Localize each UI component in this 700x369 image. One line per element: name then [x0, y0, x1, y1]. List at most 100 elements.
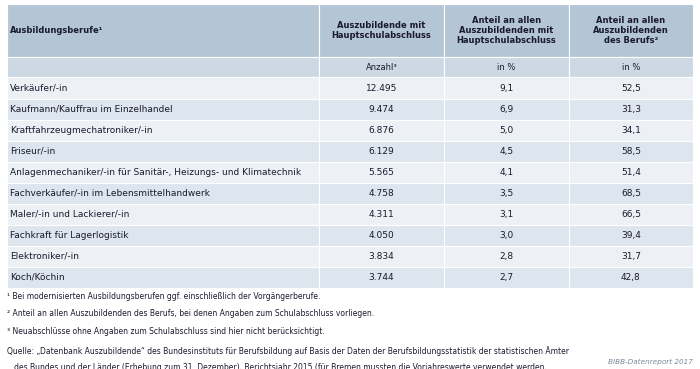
Bar [569, 120, 693, 141]
Text: 66,5: 66,5 [621, 210, 641, 219]
Text: ² Anteil an allen Auszubildenden des Berufs, bei denen Angaben zum Schulabschlus: ² Anteil an allen Auszubildenden des Ber… [7, 309, 374, 318]
Text: ¹ Bei modernisierten Ausbildungsberufen ggf. einschließlich der Vorgängerberufe.: ¹ Bei modernisierten Ausbildungsberufen … [7, 292, 321, 300]
Text: Fachkraft für Lagerlogistik: Fachkraft für Lagerlogistik [10, 231, 128, 240]
Text: 34,1: 34,1 [621, 125, 641, 135]
Text: 6.876: 6.876 [369, 125, 395, 135]
Bar [444, 204, 569, 225]
Bar [569, 204, 693, 225]
Text: 12.495: 12.495 [366, 83, 397, 93]
Bar [444, 57, 569, 77]
Text: Quelle: „Datenbank Auszubildende“ des Bundesinstituts für Berufsbildung auf Basi: Quelle: „Datenbank Auszubildende“ des Bu… [7, 346, 569, 356]
Bar [319, 141, 444, 162]
Bar [444, 77, 569, 99]
Bar [569, 57, 693, 77]
Bar [319, 120, 444, 141]
Bar [319, 57, 444, 77]
Bar [569, 4, 693, 57]
Text: Verkäufer/-in: Verkäufer/-in [10, 83, 68, 93]
Bar [319, 204, 444, 225]
Text: 4,5: 4,5 [499, 146, 514, 156]
Text: 52,5: 52,5 [621, 83, 641, 93]
Text: 3,5: 3,5 [499, 189, 514, 198]
Text: 4,1: 4,1 [499, 168, 514, 177]
Bar [319, 183, 444, 204]
Bar [7, 120, 319, 141]
Text: 3.834: 3.834 [369, 252, 394, 261]
Text: 9.474: 9.474 [369, 104, 394, 114]
Bar [444, 267, 569, 288]
Bar [444, 141, 569, 162]
Text: BIBB-Datenreport 2017: BIBB-Datenreport 2017 [608, 358, 693, 365]
Text: Koch/Köchin: Koch/Köchin [10, 273, 64, 282]
Bar [319, 77, 444, 99]
Bar [7, 267, 319, 288]
Text: 4.050: 4.050 [369, 231, 394, 240]
Bar [444, 99, 569, 120]
Text: 9,1: 9,1 [499, 83, 514, 93]
Bar [319, 267, 444, 288]
Text: ³ Neuabschlüsse ohne Angaben zum Schulabschluss sind hier nicht berücksichtigt.: ³ Neuabschlüsse ohne Angaben zum Schulab… [7, 327, 325, 336]
Text: Elektroniker/-in: Elektroniker/-in [10, 252, 79, 261]
Bar [444, 162, 569, 183]
Text: 3.744: 3.744 [369, 273, 394, 282]
Bar [569, 246, 693, 267]
Text: 68,5: 68,5 [621, 189, 641, 198]
Text: Friseur/-in: Friseur/-in [10, 146, 55, 156]
Bar [7, 4, 319, 57]
Bar [7, 183, 319, 204]
Text: 2,7: 2,7 [499, 273, 514, 282]
Bar [7, 225, 319, 246]
Bar [569, 141, 693, 162]
Bar [7, 162, 319, 183]
Bar [444, 4, 569, 57]
Bar [7, 141, 319, 162]
Text: Auszubildende mit
Hauptschulabschluss: Auszubildende mit Hauptschulabschluss [332, 21, 431, 40]
Bar [444, 120, 569, 141]
Bar [444, 225, 569, 246]
Text: 42,8: 42,8 [621, 273, 640, 282]
Text: in %: in % [622, 63, 640, 72]
Text: 31,7: 31,7 [621, 252, 641, 261]
Text: 3,0: 3,0 [499, 231, 514, 240]
Text: Anzahl³: Anzahl³ [365, 63, 398, 72]
Bar [569, 99, 693, 120]
Bar [7, 99, 319, 120]
Text: Kaufmann/Kauffrau im Einzelhandel: Kaufmann/Kauffrau im Einzelhandel [10, 104, 172, 114]
Text: Kraftfahrzeugmechatroniker/-in: Kraftfahrzeugmechatroniker/-in [10, 125, 153, 135]
Bar [569, 77, 693, 99]
Text: 51,4: 51,4 [621, 168, 641, 177]
Text: Anteil an allen
Auszubildenden
des Berufs²: Anteil an allen Auszubildenden des Beruf… [593, 15, 668, 45]
Bar [7, 204, 319, 225]
Text: 6.129: 6.129 [369, 146, 394, 156]
Bar [444, 246, 569, 267]
Text: Ausbildungsberufe¹: Ausbildungsberufe¹ [10, 26, 103, 35]
Text: Maler/-in und Lackierer/-in: Maler/-in und Lackierer/-in [10, 210, 130, 219]
Text: 4.311: 4.311 [369, 210, 394, 219]
Text: 58,5: 58,5 [621, 146, 641, 156]
Text: Anlagenmechaniker/-in für Sanitär-, Heizungs- und Klimatechnik: Anlagenmechaniker/-in für Sanitär-, Heiz… [10, 168, 301, 177]
Bar [319, 4, 444, 57]
Bar [319, 246, 444, 267]
Text: 6,9: 6,9 [499, 104, 514, 114]
Text: 5.565: 5.565 [369, 168, 395, 177]
Text: 4.758: 4.758 [369, 189, 394, 198]
Bar [319, 162, 444, 183]
Text: Anteil an allen
Auszubildenden mit
Hauptschulabschluss: Anteil an allen Auszubildenden mit Haupt… [456, 15, 556, 45]
Bar [7, 57, 319, 77]
Text: 39,4: 39,4 [621, 231, 641, 240]
Bar [319, 225, 444, 246]
Text: 31,3: 31,3 [621, 104, 641, 114]
Bar [444, 183, 569, 204]
Bar [7, 77, 319, 99]
Bar [569, 225, 693, 246]
Text: 5,0: 5,0 [499, 125, 514, 135]
Bar [319, 99, 444, 120]
Text: 2,8: 2,8 [499, 252, 514, 261]
Text: Fachverkäufer/-in im Lebensmittelhandwerk: Fachverkäufer/-in im Lebensmittelhandwer… [10, 189, 210, 198]
Bar [7, 246, 319, 267]
Bar [569, 183, 693, 204]
Text: 3,1: 3,1 [499, 210, 514, 219]
Bar [569, 162, 693, 183]
Text: in %: in % [497, 63, 516, 72]
Bar [569, 267, 693, 288]
